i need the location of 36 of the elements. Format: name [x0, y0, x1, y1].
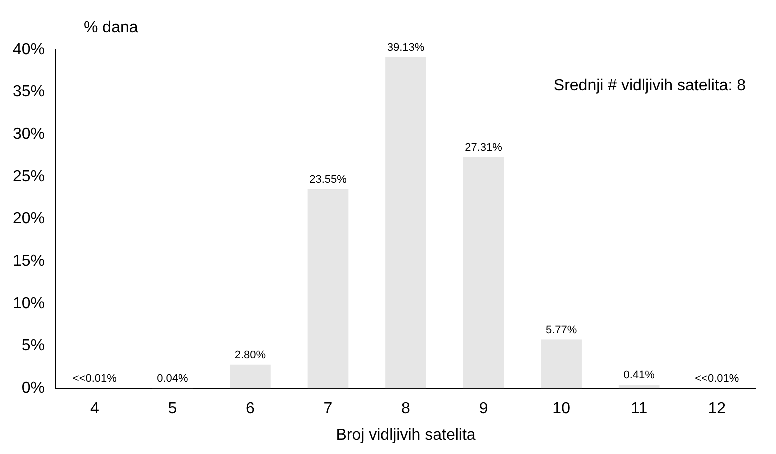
data-label: 39.13%	[387, 42, 425, 54]
y-tick-label: 35%	[12, 84, 46, 101]
x-tick-label: 7	[324, 400, 333, 418]
y-tick-label: 15%	[12, 253, 46, 270]
y-tick-label: 30%	[12, 126, 46, 144]
x-tick-label: 10	[552, 400, 571, 418]
data-label: <<0.01%	[72, 373, 118, 386]
bar	[541, 340, 582, 389]
x-tick-label: 5	[168, 400, 178, 418]
y-tick-label: 5%	[22, 338, 46, 355]
x-tick-label: 6	[246, 400, 256, 418]
x-tick-label: 4	[90, 400, 100, 418]
y-tick-label: 10%	[12, 295, 46, 312]
x-axis-title: Broj vidljivih satelita	[336, 426, 476, 444]
bar	[618, 385, 660, 389]
x-tick-label: 11	[631, 400, 648, 418]
y-tick-label: 0%	[22, 380, 46, 398]
data-label: 5.77%	[546, 324, 578, 336]
data-label: <<0.01%	[695, 373, 740, 386]
bar	[386, 57, 426, 389]
x-tick-label: 8	[402, 400, 411, 418]
bar	[463, 157, 504, 389]
data-label: 0.41%	[624, 370, 656, 382]
x-tick-label: 9	[479, 400, 488, 418]
bar	[308, 189, 349, 389]
y-tick-label: 20%	[12, 210, 46, 228]
data-label: 0.04%	[157, 372, 188, 385]
data-label: 23.55%	[310, 174, 348, 186]
data-label: 27.31%	[465, 142, 503, 154]
x-tick-label: 12	[708, 400, 726, 418]
annotation: Srednji # vidljivih satelita: 8	[554, 77, 746, 94]
y-tick-label: 25%	[12, 168, 46, 186]
bar	[230, 364, 271, 389]
data-label: 2.80%	[234, 349, 266, 362]
y-tick-label: 40%	[12, 41, 46, 58]
y-axis-title: % dana	[84, 19, 138, 36]
